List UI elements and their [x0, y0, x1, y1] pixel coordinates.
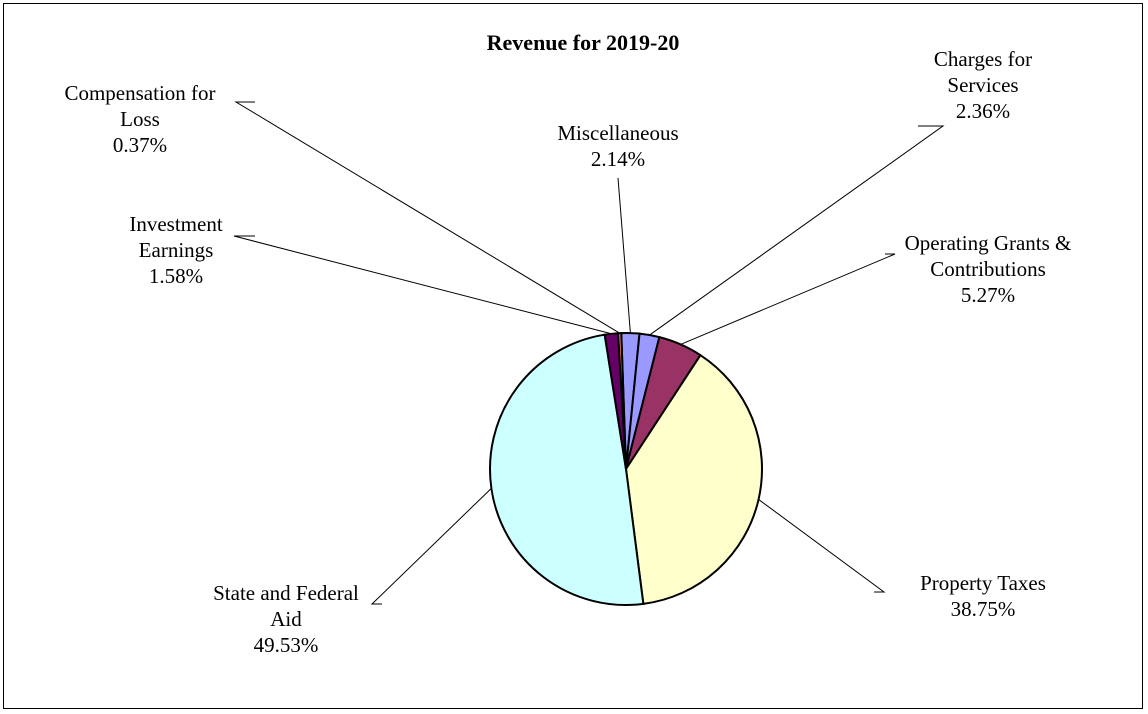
- slice-label-line: Services: [947, 73, 1018, 97]
- leader-line-miscellaneous: [618, 178, 630, 333]
- slice-label-line: Miscellaneous: [557, 121, 678, 145]
- leader-line-charges-for-services: [650, 126, 943, 335]
- leader-line-state-and-federal-aid: [372, 488, 491, 604]
- leader-line-investment-earnings: [234, 236, 611, 334]
- slice-label-line: Aid: [270, 607, 302, 631]
- slice-percent: 0.37%: [113, 133, 167, 157]
- slice-percent: 2.14%: [591, 147, 645, 171]
- slice-label-line: Earnings: [139, 238, 214, 262]
- slice-label-line: Investment: [129, 212, 222, 236]
- slice-percent: 49.53%: [254, 633, 319, 657]
- slice-label-line: Charges for: [934, 47, 1032, 71]
- slice-label-property-taxes: Property Taxes 38.75%: [920, 571, 1046, 621]
- slice-percent: 38.75%: [951, 597, 1016, 621]
- slice-percent: 1.58%: [149, 264, 203, 288]
- slice-label-operating-grants-contributions: Operating Grants & Contributions 5.27%: [905, 231, 1072, 307]
- slice-label-compensation-for-loss: Compensation for Loss 0.37%: [64, 81, 215, 157]
- leader-line-operating-grants-contributions: [681, 254, 895, 344]
- slice-label-line: Compensation for: [64, 81, 215, 105]
- slice-label-line: Loss: [120, 107, 160, 131]
- slice-label-line: Contributions: [930, 257, 1046, 281]
- slice-percent: 2.36%: [956, 99, 1010, 123]
- slice-label-line: State and Federal: [213, 581, 359, 605]
- slice-label-miscellaneous: Miscellaneous 2.14%: [557, 121, 678, 171]
- slice-label-state-and-federal-aid: State and Federal Aid 49.53%: [213, 581, 359, 657]
- slice-label-line: Property Taxes: [920, 571, 1046, 595]
- chart-title: Revenue for 2019-20: [487, 30, 680, 55]
- slice-label-line: Operating Grants &: [905, 231, 1072, 255]
- slice-percent: 5.27%: [961, 283, 1015, 307]
- slice-label-investment-earnings: Investment Earnings 1.58%: [129, 212, 222, 288]
- slice-label-charges-for-services: Charges for Services 2.36%: [934, 47, 1032, 123]
- leader-line-property-taxes: [759, 499, 884, 592]
